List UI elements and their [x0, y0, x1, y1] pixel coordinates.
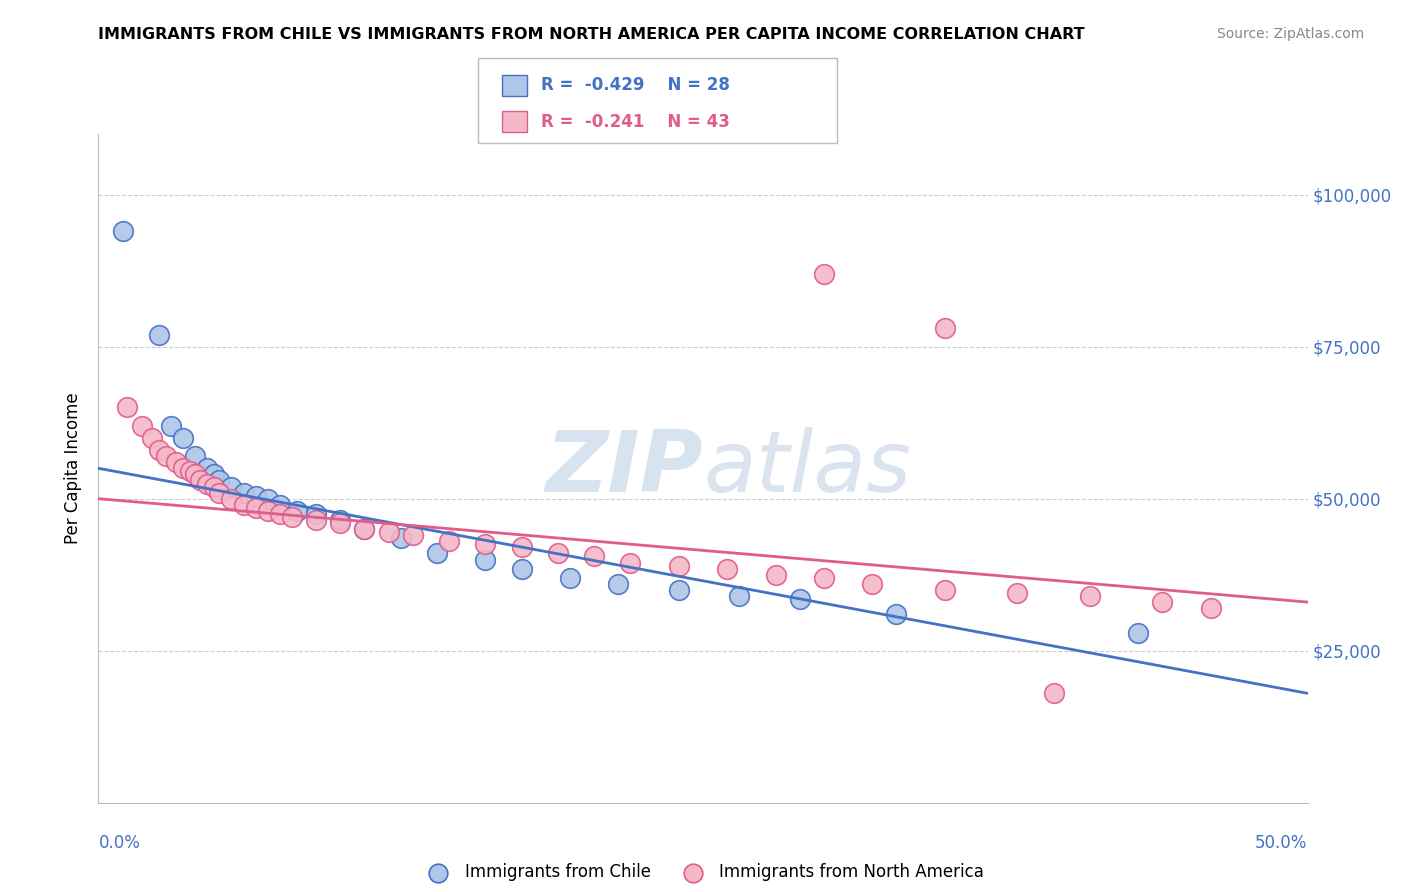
- Point: [1152, 595, 1174, 609]
- Point: [305, 507, 328, 521]
- Point: [547, 546, 569, 560]
- Point: [474, 537, 496, 551]
- Point: [619, 556, 641, 570]
- Text: atlas: atlas: [703, 426, 911, 510]
- Point: [111, 224, 134, 238]
- Point: [195, 476, 218, 491]
- Point: [426, 546, 449, 560]
- Point: [813, 267, 835, 281]
- Point: [165, 455, 187, 469]
- Point: [256, 504, 278, 518]
- Y-axis label: Per Capita Income: Per Capita Income: [65, 392, 83, 544]
- Point: [389, 531, 412, 545]
- Point: [353, 522, 375, 536]
- Text: R =  -0.429    N = 28: R = -0.429 N = 28: [541, 76, 730, 95]
- Point: [716, 562, 738, 576]
- Point: [607, 577, 630, 591]
- Point: [402, 528, 425, 542]
- Point: [934, 321, 956, 335]
- Point: [148, 327, 170, 342]
- Point: [437, 534, 460, 549]
- Point: [474, 552, 496, 566]
- Point: [860, 577, 883, 591]
- Point: [377, 525, 399, 540]
- Text: R =  -0.241    N = 43: R = -0.241 N = 43: [541, 112, 730, 130]
- Point: [329, 513, 352, 527]
- Point: [184, 467, 207, 482]
- Point: [232, 498, 254, 512]
- Point: [1128, 625, 1150, 640]
- Point: [208, 474, 231, 488]
- Point: [728, 589, 751, 603]
- Point: [204, 467, 226, 482]
- Point: [1199, 601, 1222, 615]
- Point: [221, 479, 243, 493]
- Point: [195, 461, 218, 475]
- Point: [353, 522, 375, 536]
- Point: [886, 607, 908, 622]
- Point: [285, 504, 308, 518]
- Text: 0.0%: 0.0%: [98, 834, 141, 852]
- Point: [131, 418, 153, 433]
- Point: [245, 489, 267, 503]
- Point: [269, 498, 291, 512]
- Point: [668, 582, 690, 597]
- Point: [256, 491, 278, 506]
- Point: [179, 464, 201, 478]
- Point: [510, 562, 533, 576]
- Point: [281, 510, 304, 524]
- Point: [155, 449, 177, 463]
- Point: [172, 461, 194, 475]
- Point: [221, 491, 243, 506]
- Point: [141, 431, 163, 445]
- Point: [245, 500, 267, 515]
- Point: [269, 507, 291, 521]
- Point: [813, 571, 835, 585]
- Point: [1078, 589, 1101, 603]
- Point: [510, 541, 533, 555]
- Text: 50.0%: 50.0%: [1256, 834, 1308, 852]
- Point: [232, 485, 254, 500]
- Point: [208, 485, 231, 500]
- Point: [1007, 586, 1029, 600]
- Text: Source: ZipAtlas.com: Source: ZipAtlas.com: [1216, 27, 1364, 41]
- Point: [188, 474, 211, 488]
- Point: [160, 418, 183, 433]
- Point: [329, 516, 352, 530]
- Point: [184, 449, 207, 463]
- Point: [148, 443, 170, 458]
- Text: ZIP: ZIP: [546, 426, 703, 510]
- Point: [204, 479, 226, 493]
- Point: [305, 513, 328, 527]
- Point: [583, 549, 606, 564]
- Legend: Immigrants from Chile, Immigrants from North America: Immigrants from Chile, Immigrants from N…: [415, 857, 991, 888]
- Point: [765, 567, 787, 582]
- Point: [789, 592, 811, 607]
- Text: IMMIGRANTS FROM CHILE VS IMMIGRANTS FROM NORTH AMERICA PER CAPITA INCOME CORRELA: IMMIGRANTS FROM CHILE VS IMMIGRANTS FROM…: [98, 27, 1085, 42]
- Point: [558, 571, 581, 585]
- Point: [934, 582, 956, 597]
- Point: [1042, 686, 1064, 700]
- Point: [172, 431, 194, 445]
- Point: [117, 401, 139, 415]
- Point: [668, 558, 690, 573]
